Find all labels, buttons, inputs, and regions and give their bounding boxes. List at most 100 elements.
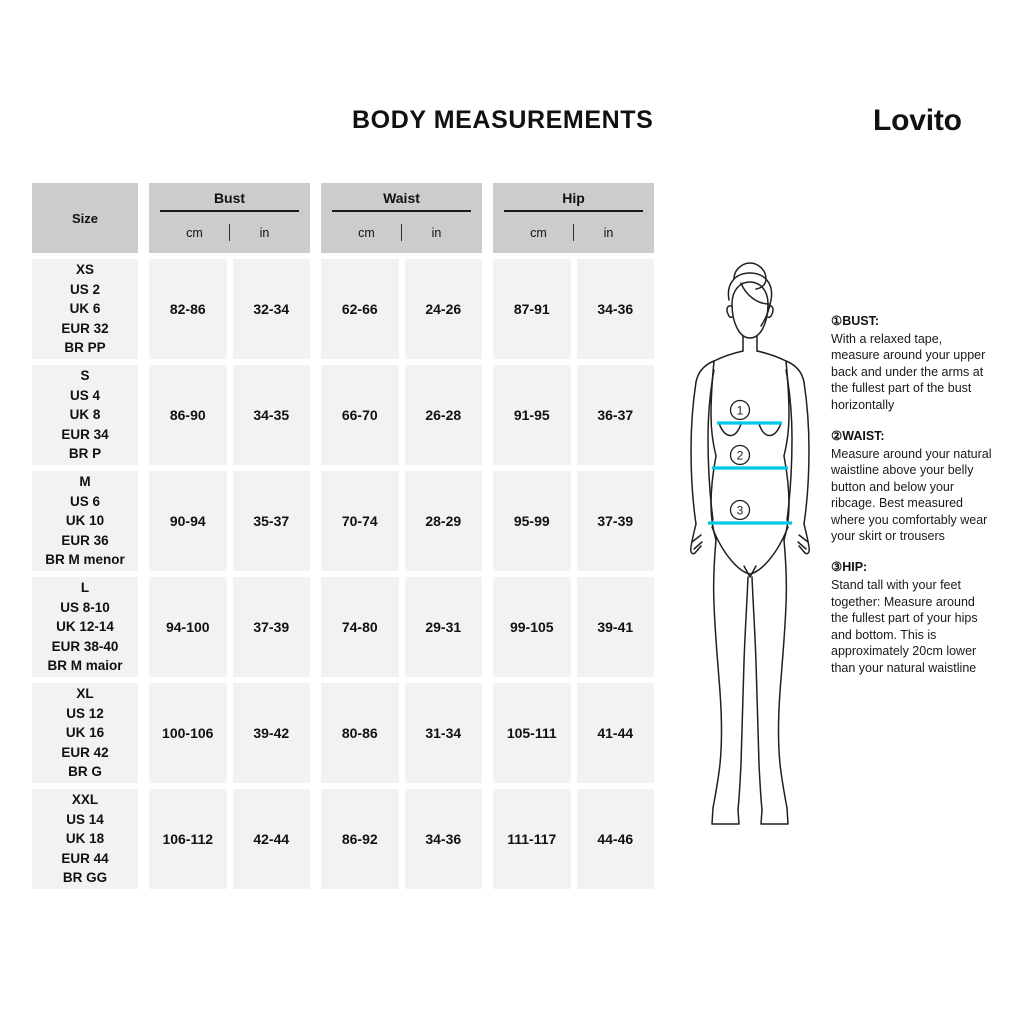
cell-waist-cm: 86-92: [321, 789, 399, 889]
cell-hip-in: 44-46: [576, 789, 654, 889]
size-label-line: US 4: [69, 387, 100, 403]
size-label-line: EUR 32: [61, 320, 109, 336]
unit-divider: [573, 224, 574, 241]
cell-bust-cm: 90-94: [149, 471, 227, 571]
size-label-line: S: [80, 368, 90, 384]
size-label-line: UK 18: [65, 831, 105, 847]
instruction-waist: ②WAIST: Measure around your natural wais…: [831, 428, 993, 544]
cell-group-bust: 106-112 42-44: [149, 789, 310, 889]
cell-group-hip: 111-117 44-46: [493, 789, 654, 889]
svg-text:1: 1: [737, 404, 744, 418]
svg-text:3: 3: [737, 504, 744, 518]
cell-size-labels: L US 8-10 UK 12-14 EUR 38-40 BR M maior: [32, 577, 138, 677]
cell-hip-in: 36-37: [576, 365, 654, 465]
size-label-line: BR M maior: [47, 658, 123, 674]
instruction-text: Measure around your natural waistline ab…: [831, 447, 992, 544]
cell-group-hip: 87-91 34-36: [493, 259, 654, 359]
group-label-bust: Bust: [213, 190, 246, 206]
cell-waist-in: 28-29: [404, 471, 482, 571]
size-chart-table: Size Bust cm in Waist cm in: [32, 183, 656, 889]
instruction-bust: ①BUST: With a relaxed tape, measure arou…: [831, 313, 993, 413]
cell-group-bust: 90-94 35-37: [149, 471, 310, 571]
size-label-line: EUR 36: [61, 532, 109, 548]
size-label-line: XXL: [71, 792, 99, 808]
cell-waist-cm: 70-74: [321, 471, 399, 571]
cell-group-bust: 82-86 32-34: [149, 259, 310, 359]
cell-group-waist: 74-80 29-31: [321, 577, 482, 677]
unit-label-in: in: [603, 225, 614, 240]
cell-waist-in: 26-28: [404, 365, 482, 465]
cell-size-labels: M US 6 UK 10 EUR 36 BR M menor: [32, 471, 138, 571]
size-label-line: UK 10: [65, 513, 105, 529]
size-label-line: US 12: [66, 705, 104, 721]
cell-waist-cm: 66-70: [321, 365, 399, 465]
cell-size-labels: S US 4 UK 8 EUR 34 BR P: [32, 365, 138, 465]
cell-group-bust: 94-100 37-39: [149, 577, 310, 677]
cell-hip-cm: 95-99: [493, 471, 571, 571]
size-label-line: US 8-10: [60, 599, 110, 615]
table-row: L US 8-10 UK 12-14 EUR 38-40 BR M maior 94-10…: [32, 577, 656, 677]
measurement-instructions: ①BUST: With a relaxed tape, measure arou…: [831, 313, 993, 691]
header-group-bust: Bust cm in: [149, 183, 310, 253]
body-figure: 1 2 3: [668, 252, 832, 832]
cell-waist-in: 31-34: [404, 683, 482, 783]
cell-hip-in: 34-36: [576, 259, 654, 359]
unit-label-cm: cm: [186, 225, 203, 240]
cell-bust-in: 39-42: [232, 683, 310, 783]
table-row: S US 4 UK 8 EUR 34 BR P 86-90 34-35 66-70 26-28 9…: [32, 365, 656, 465]
group-label-hip: Hip: [562, 190, 585, 206]
cell-hip-cm: 99-105: [493, 577, 571, 677]
cell-waist-in: 29-31: [404, 577, 482, 677]
header-group-waist: Waist cm in: [321, 183, 482, 253]
size-label-line: L: [80, 580, 90, 596]
cell-group-bust: 86-90 34-35: [149, 365, 310, 465]
group-rule: [160, 210, 299, 212]
instruction-heading: ②WAIST:: [831, 429, 885, 444]
cell-group-waist: 86-92 34-36: [321, 789, 482, 889]
cell-size-labels: XL US 12 UK 16 EUR 42 BR G: [32, 683, 138, 783]
size-label-line: UK 12-14: [56, 619, 114, 635]
marker-waist: 2: [729, 444, 751, 466]
cell-group-hip: 99-105 39-41: [493, 577, 654, 677]
cell-bust-cm: 106-112: [149, 789, 227, 889]
cell-bust-cm: 100-106: [149, 683, 227, 783]
cell-waist-cm: 74-80: [321, 577, 399, 677]
group-rule: [332, 210, 471, 212]
page-title: BODY MEASUREMENTS: [352, 106, 654, 134]
cell-bust-in: 37-39: [232, 577, 310, 677]
cell-hip-cm: 87-91: [493, 259, 571, 359]
cell-hip-cm: 105-111: [493, 683, 571, 783]
cell-waist-cm: 62-66: [321, 259, 399, 359]
cell-hip-cm: 111-117: [493, 789, 571, 889]
cell-group-waist: 66-70 26-28: [321, 365, 482, 465]
size-label-line: UK 8: [69, 407, 101, 423]
cell-group-waist: 62-66 24-26: [321, 259, 482, 359]
marker-bust: 1: [729, 399, 751, 421]
table-row: M US 6 UK 10 EUR 36 BR M menor 90-94 35-37 70-7…: [32, 471, 656, 571]
size-label-line: BR GG: [62, 870, 108, 886]
size-label-line: EUR 42: [61, 744, 109, 760]
cell-bust-cm: 86-90: [149, 365, 227, 465]
unit-label-cm: cm: [358, 225, 375, 240]
cell-waist-in: 34-36: [404, 789, 482, 889]
table-row: XXL US 14 UK 18 EUR 44 BR GG 106-112 42-44 86-9…: [32, 789, 656, 889]
size-label-line: BR G: [68, 764, 102, 780]
unit-label-in: in: [431, 225, 442, 240]
unit-divider: [229, 224, 230, 241]
instruction-text: Stand tall with your feet together: Meas…: [831, 578, 978, 675]
table-row: XS US 2 UK 6 EUR 32 BR PP 82-86 32-34 62-66 24-2…: [32, 259, 656, 359]
cell-waist-in: 24-26: [404, 259, 482, 359]
size-label-line: BR PP: [64, 340, 106, 356]
table-header-row: Size Bust cm in Waist cm in: [32, 183, 656, 253]
instruction-hip: ③HIP: Stand tall with your feet together…: [831, 559, 993, 675]
cell-bust-cm: 82-86: [149, 259, 227, 359]
cell-group-hip: 91-95 36-37: [493, 365, 654, 465]
unit-divider: [401, 224, 402, 241]
cell-hip-in: 41-44: [576, 683, 654, 783]
cell-bust-cm: 94-100: [149, 577, 227, 677]
cell-group-hip: 95-99 37-39: [493, 471, 654, 571]
cell-group-bust: 100-106 39-42: [149, 683, 310, 783]
cell-bust-in: 42-44: [232, 789, 310, 889]
cell-waist-cm: 80-86: [321, 683, 399, 783]
brand-logo: Lovito: [873, 104, 962, 137]
